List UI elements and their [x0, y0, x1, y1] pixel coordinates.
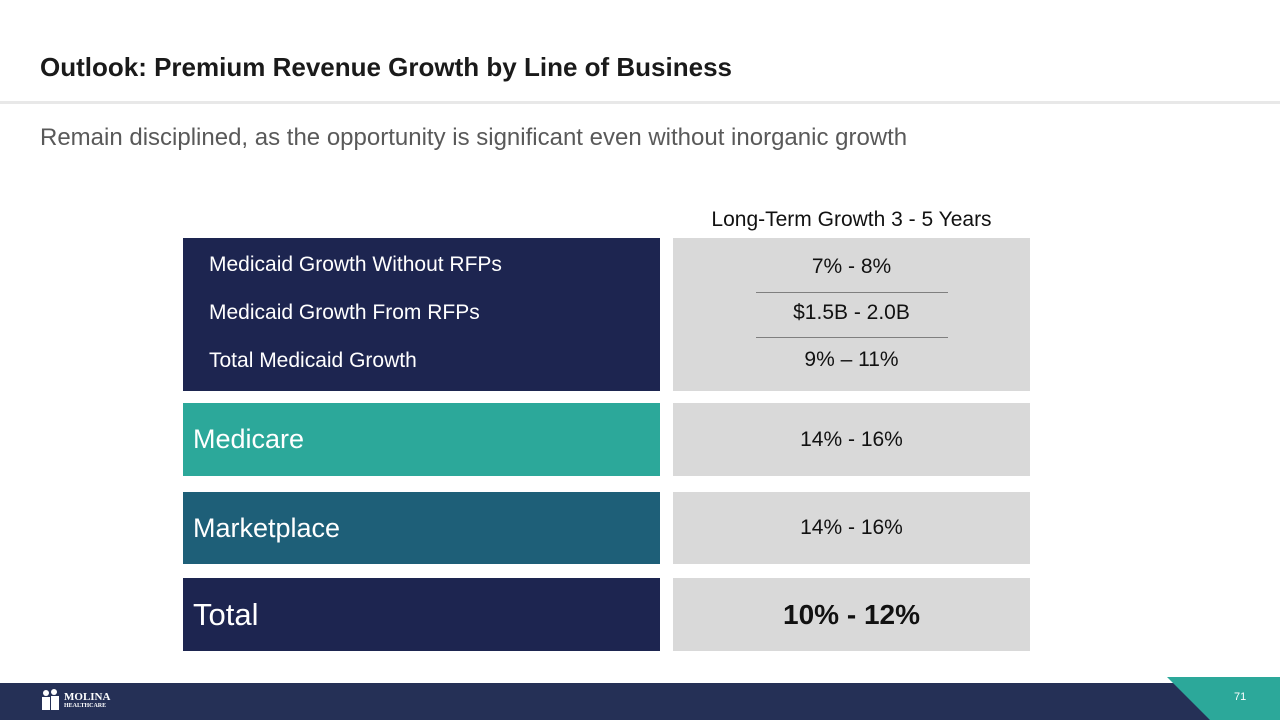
row-value: 9% – 11%	[804, 348, 899, 371]
row-label: Total	[183, 578, 660, 651]
row-value: $1.5B - 2.0B	[793, 301, 910, 324]
row-value: 10% - 12%	[673, 578, 1030, 651]
row-label: Marketplace	[183, 492, 660, 564]
subtitle: Remain disciplined, as the opportunity i…	[40, 124, 908, 151]
footer-accent	[1167, 677, 1280, 720]
row-label: Medicaid Growth Without RFPs	[209, 253, 502, 276]
logo-icon	[42, 689, 59, 710]
slide-title: Outlook: Premium Revenue Growth by Line …	[40, 52, 732, 82]
logo: MOLINA HEALTHCARE	[64, 692, 110, 710]
logo-text: MOLINA	[64, 691, 111, 703]
separator	[756, 337, 948, 338]
medicaid-values	[673, 238, 1030, 391]
medicaid-block	[183, 238, 660, 391]
page-number: 71	[1234, 691, 1247, 703]
row-value: 14% - 16%	[673, 403, 1030, 476]
column-header: Long-Term Growth 3 - 5 Years	[711, 208, 992, 231]
row-label: Medicaid Growth From RFPs	[209, 301, 480, 324]
row-value: 14% - 16%	[673, 492, 1030, 564]
row-label: Total Medicaid Growth	[209, 349, 417, 372]
logo-subtext: HEALTHCARE	[64, 703, 107, 709]
footer-bar	[0, 683, 1280, 720]
row-label: Medicare	[183, 403, 660, 476]
separator	[756, 292, 948, 293]
accent-shape	[1167, 677, 1280, 720]
title-rule	[0, 101, 1280, 104]
row-value: 7% - 8%	[811, 255, 892, 278]
